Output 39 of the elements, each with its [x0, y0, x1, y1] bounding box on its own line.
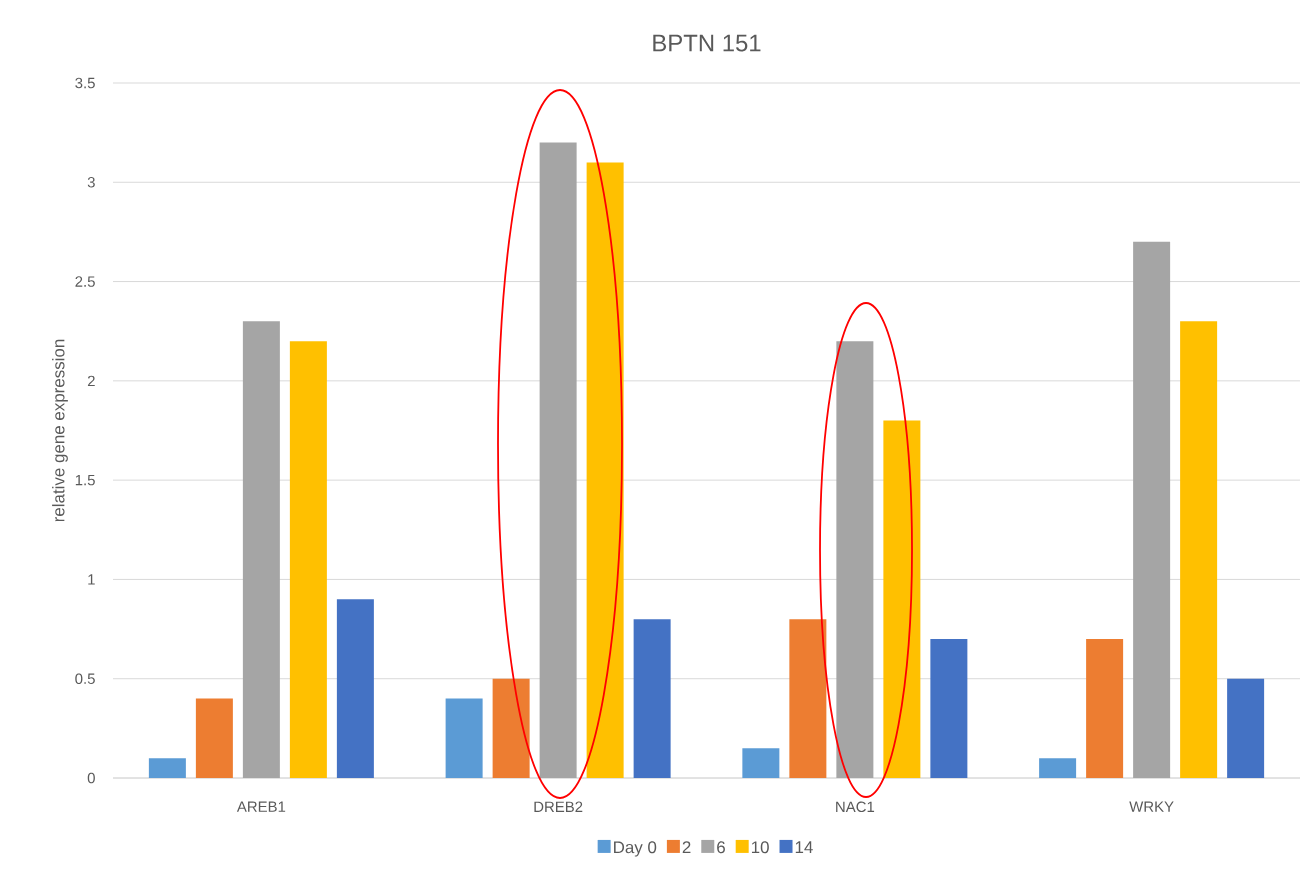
- y-tick-label: 2: [87, 375, 95, 387]
- chart-title: BPTN 151: [653, 34, 761, 52]
- y-tick-label: 2.5: [75, 276, 95, 287]
- bar: [148, 758, 186, 778]
- x-tick-label: AREB1: [236, 801, 286, 812]
- y-tick-label: 0.5: [75, 673, 95, 684]
- bar: [445, 698, 483, 778]
- bar: [633, 619, 671, 778]
- bar: [789, 619, 827, 778]
- legend-label: 2: [682, 841, 691, 854]
- bar: [1227, 678, 1265, 778]
- y-tick-label: 1: [88, 574, 95, 585]
- bar: [336, 599, 374, 778]
- y-axis-title: relative gene expression: [52, 339, 68, 522]
- legend-label: 10: [751, 841, 769, 854]
- bar: [742, 748, 780, 778]
- x-tick-label: WRKY: [1129, 801, 1174, 812]
- y-tick-label: 1.5: [75, 474, 95, 486]
- bar: [883, 420, 921, 778]
- bar: [1133, 241, 1171, 778]
- legend-label: 14: [795, 841, 813, 853]
- bar: [195, 698, 233, 778]
- bar: [1180, 321, 1218, 778]
- x-tick-label: DREB2: [534, 801, 583, 812]
- y-tick-label: 0: [87, 772, 95, 784]
- bar: [1086, 639, 1124, 778]
- bar: [492, 678, 530, 778]
- bar: [930, 639, 968, 778]
- bar: [242, 321, 280, 778]
- legend-label: Day 0: [614, 841, 657, 857]
- y-tick-label: 3: [87, 176, 95, 188]
- legend-label: 6: [717, 841, 725, 854]
- bar: [586, 162, 624, 778]
- bar: [539, 142, 577, 778]
- x-tick-label: NAC1: [836, 801, 875, 813]
- bar: [1039, 758, 1077, 778]
- bar: [289, 341, 327, 778]
- y-tick-label: 3.5: [75, 77, 95, 89]
- bar: [836, 341, 874, 778]
